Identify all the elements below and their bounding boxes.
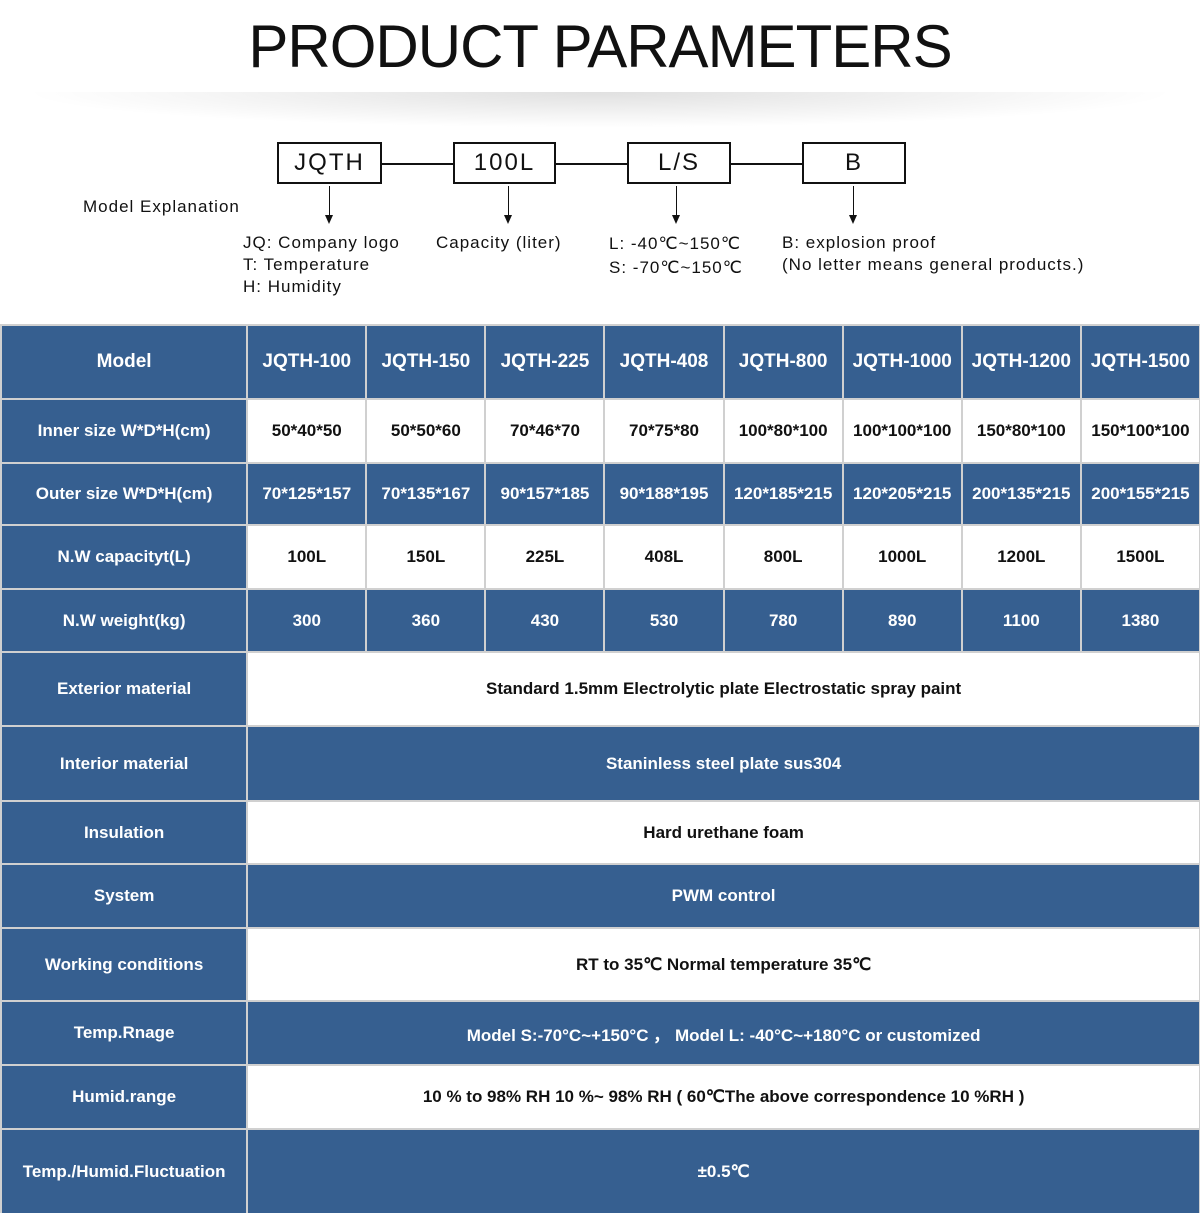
table-cell: 50*50*60	[365, 398, 487, 464]
model-column-header: JQTH-225	[484, 324, 606, 400]
table-row: N.W capacityt(L) 100L 150L 225L 408L 800L 1000…	[0, 524, 1200, 590]
table-row: Outer size W*D*H(cm) 70*125*157 70*135*167…	[0, 462, 1200, 526]
row-label: Insulation	[0, 800, 249, 865]
row-label: System	[0, 863, 249, 929]
title-shadow	[20, 92, 1180, 128]
model-column-header: JQTH-1500	[1079, 324, 1200, 400]
table-cell-merged: Model S:-70°C~+150°C ， Model L: -40°C~+1…	[246, 1000, 1200, 1066]
table-cell: 1200L	[960, 524, 1082, 590]
note-option: B: explosion proof (No letter means gene…	[782, 233, 1085, 274]
row-label: Humid.range	[0, 1064, 249, 1130]
parameters-table: Model JQTH-100 JQTH-150 JQTH-225 JQTH-408 JQT…	[0, 324, 1200, 1213]
table-cell: 780	[722, 588, 844, 653]
table-cell: 1000L	[841, 524, 963, 590]
table-cell: 50*40*50	[246, 398, 368, 464]
table-row: Humid.range 10 % to 98% RH 10 %~ 98% RH (…	[0, 1064, 1200, 1130]
table-row: Working conditions RT to 35℃ Normal tempe…	[0, 927, 1200, 1002]
row-label: Exterior material	[0, 651, 249, 727]
table-cell: 100*100*100	[841, 398, 963, 464]
note-capacity: Capacity (liter)	[436, 233, 562, 252]
table-cell: 1100	[960, 588, 1082, 653]
model-column-header: JQTH-100	[246, 324, 368, 400]
row-label: Inner size W*D*H(cm)	[0, 398, 249, 464]
table-cell: 300	[246, 588, 368, 653]
table-row: Insulation Hard urethane foam	[0, 800, 1200, 865]
table-cell: 150L	[365, 524, 487, 590]
table-cell: 800L	[722, 524, 844, 590]
model-box-range: L/S	[627, 142, 731, 184]
model-column-header: JQTH-800	[722, 324, 844, 400]
row-label: Temp.Rnage	[0, 1000, 249, 1066]
table-cell: 70*75*80	[603, 398, 725, 464]
model-explanation-label: Model Explanation	[83, 197, 240, 216]
table-cell: 225L	[484, 524, 606, 590]
table-row: Inner size W*D*H(cm) 50*40*50 50*50*60 70*4…	[0, 398, 1200, 464]
table-cell: 70*125*157	[246, 462, 368, 526]
table-cell-merged: RT to 35℃ Normal temperature 35℃	[246, 927, 1200, 1002]
model-box-capacity: 100L	[453, 142, 556, 184]
arrow-down-icon	[325, 186, 333, 224]
arrow-down-icon	[849, 186, 857, 224]
model-column-header: JQTH-408	[603, 324, 725, 400]
table-cell: 1380	[1079, 588, 1200, 653]
table-cell: 150*80*100	[960, 398, 1082, 464]
table-cell-merged: Hard urethane foam	[246, 800, 1200, 865]
row-label: Temp./Humid.Fluctuation	[0, 1128, 249, 1213]
table-cell: 120*205*215	[841, 462, 963, 526]
arrow-down-icon	[504, 186, 512, 224]
table-cell: 360	[365, 588, 487, 653]
table-cell: 90*157*185	[484, 462, 606, 526]
table-cell: 70*135*167	[365, 462, 487, 526]
table-cell: 890	[841, 588, 963, 653]
table-cell-merged: Staninless steel plate sus304	[246, 725, 1200, 802]
table-cell: 408L	[603, 524, 725, 590]
table-row: N.W weight(kg) 300 360 430 530 780 890 1100 1380	[0, 588, 1200, 653]
table-header-row: Model JQTH-100 JQTH-150 JQTH-225 JQTH-408 JQT…	[0, 324, 1200, 400]
table-row: Interior material Staninless steel plate …	[0, 725, 1200, 802]
row-label: N.W weight(kg)	[0, 588, 249, 653]
table-cell-merged: 10 % to 98% RH 10 %~ 98% RH ( 60℃The abo…	[246, 1064, 1200, 1130]
table-cell: 200*155*215	[1079, 462, 1200, 526]
model-column-header: JQTH-1200	[960, 324, 1082, 400]
note-range: L: -40℃~150℃ S: -70℃~150℃	[609, 234, 743, 277]
table-cell: 200*135*215	[960, 462, 1082, 526]
arrow-down-icon	[672, 186, 680, 224]
row-label: Outer size W*D*H(cm)	[0, 462, 249, 526]
table-row: Temp.Rnage Model S:-70°C~+150°C ， Model L…	[0, 1000, 1200, 1066]
note-series: JQ: Company logo T: Temperature H: Humid…	[243, 233, 400, 296]
table-cell: 430	[484, 588, 606, 653]
connector	[731, 163, 803, 165]
table-cell: 90*188*195	[603, 462, 725, 526]
table-row: System PWM control	[0, 863, 1200, 929]
table-row: Temp./Humid.Fluctuation ±0.5℃	[0, 1128, 1200, 1213]
table-cell: 530	[603, 588, 725, 653]
table-row: Exterior material Standard 1.5mm Electrol…	[0, 651, 1200, 727]
model-column-header: JQTH-150	[365, 324, 487, 400]
connector	[556, 163, 628, 165]
model-box-option: B	[802, 142, 906, 184]
row-label: Working conditions	[0, 927, 249, 1002]
model-column-header: JQTH-1000	[841, 324, 963, 400]
table-cell-merged: Standard 1.5mm Electrolytic plate Electr…	[246, 651, 1200, 727]
table-cell-merged: ±0.5℃	[246, 1128, 1200, 1213]
connector	[382, 163, 454, 165]
table-cell: 120*185*215	[722, 462, 844, 526]
table-cell: 100*80*100	[722, 398, 844, 464]
table-cell: 150*100*100	[1079, 398, 1200, 464]
row-label: N.W capacityt(L)	[0, 524, 249, 590]
table-cell-merged: PWM control	[246, 863, 1200, 929]
row-label: Interior material	[0, 725, 249, 802]
model-box-series: JQTH	[277, 142, 382, 184]
row-header: Model	[0, 324, 249, 400]
page-title: PRODUCT PARAMETERS	[248, 13, 952, 80]
table-cell: 100L	[246, 524, 368, 590]
table-cell: 1500L	[1079, 524, 1200, 590]
table-cell: 70*46*70	[484, 398, 606, 464]
